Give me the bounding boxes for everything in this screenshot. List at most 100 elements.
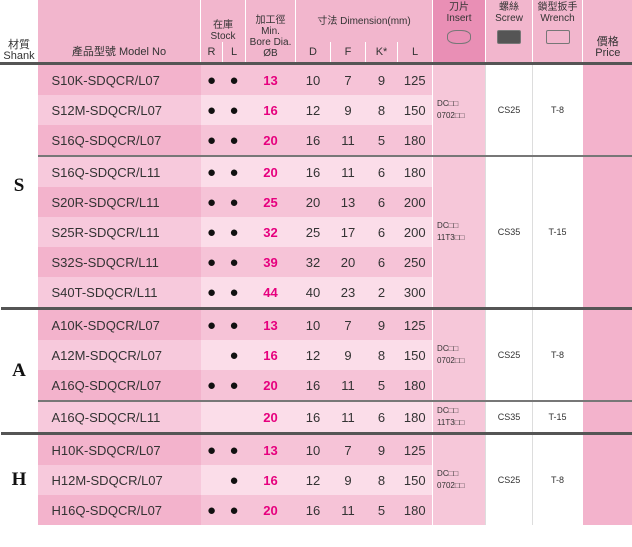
model-no: S20R-SDQCR/L11 [37,187,201,217]
wrench-icon [545,30,570,44]
bore-dia: 16 [245,95,296,125]
shank-header-text: Shank [3,50,35,62]
bore-header: 加工徑 Min. Bore Dia. ØB [245,0,296,64]
model-no: S16Q-SDQCR/L07 [37,125,201,156]
price [582,370,632,401]
price-header: 價格 Price [582,0,632,64]
stock-mark: ● [200,155,223,187]
product-row: H H10K-SDQCR/L07 ● ● 13 10 7 9 125 DC□□ 0702□□ CS25… [0,432,632,525]
product-row: S16Q-SDQCR/L11 ● ● 20 16 11 6 180 DC□□ 11T3□□ CS35… [1,155,632,309]
insert-text: DC□□ [437,406,459,415]
stock-mark: ● [222,187,246,217]
dim-col-header: L [397,42,433,64]
stock-mark: ● [200,307,223,340]
dim-col-header: D [295,42,331,64]
price-header-text: 價格 [596,36,619,48]
dimension: 150 [397,465,433,495]
dimension: 7 [330,432,366,465]
dimension: 9 [330,340,366,370]
model-no: S12M-SDQCR/L07 [37,95,201,125]
stock-mark: ● [222,370,246,401]
dimension: 12 [295,340,331,370]
insert-text: 0702□□ [437,481,465,490]
product-row: S12M-SDQCR/L07 ● ● 16 12 9 8 150 [1,95,632,125]
product-row: H12M-SDQCR/L07 ● 16 12 9 8 150 [1,465,632,495]
model-no: S25R-SDQCR/L11 [37,217,201,247]
dimension: 7 [330,62,366,95]
bore-dia: 32 [245,217,296,247]
stock-mark [200,465,223,495]
price [582,62,632,95]
dimension: 11 [330,125,366,156]
insert-text: 0702□□ [437,111,465,120]
dimension: 125 [397,432,433,465]
price [582,432,632,465]
stock-mark: ● [200,125,223,156]
insert: DC□□ 0702□□ [432,432,486,525]
dimension: 16 [295,400,331,434]
shank-header-text: 材質 [8,39,30,51]
insert: DC□□ 0702□□ [432,62,486,156]
price [582,155,632,187]
insert-text: DC□□ [437,221,459,230]
bore-dia: 16 [245,340,296,370]
insert-text: 11T3□□ [437,418,465,427]
dimension: 9 [365,432,398,465]
stock-mark [222,400,246,434]
dimension: 150 [397,95,433,125]
dimension: 17 [330,217,366,247]
bore-header-text: 加工徑 [255,15,286,26]
dimension: 16 [295,370,331,401]
product-row: A A10K-SDQCR/L07 ● ● 13 10 7 9 125 DC□□ 0702□□ CS25… [0,307,632,434]
dimension: 32 [295,247,331,277]
model-no: A16Q-SDQCR/L11 [37,400,201,434]
insert-text: DC□□ [437,99,459,108]
product-row: S S10K-SDQCR/L07 ● ● 13 10 7 9 125 DC□□ 0702□□ CS25… [0,62,632,309]
stock-mark: ● [200,277,223,309]
product-row: A16Q-SDQCR/L11 20 16 11 6 180 DC□□ 11T3□□ CS35 T-… [1,400,632,434]
stock-mark: ● [200,217,223,247]
shank-label: A [0,307,38,434]
stock-mark: ● [222,125,246,156]
dimension: 9 [365,307,398,340]
insert-text: 0702□□ [437,356,465,365]
dimension: 10 [295,432,331,465]
price [582,217,632,247]
dimension: 20 [330,247,366,277]
stock-col-header: L [221,42,246,64]
product-row: H16Q-SDQCR/L07 ● ● 20 16 11 5 180 [1,495,632,525]
screw: CS25 [485,62,533,156]
stock-mark: ● [222,247,246,277]
model-no: H10K-SDQCR/L07 [37,432,201,465]
dimension: 150 [397,340,433,370]
insert-text: DC□□ [437,344,459,353]
model-no: A10K-SDQCR/L07 [37,307,201,340]
dimension: 5 [365,125,398,156]
dimension: 250 [397,247,433,277]
dimension: 20 [295,187,331,217]
dimension: 180 [397,495,433,525]
dimension: 180 [397,155,433,187]
dim-col-header: F [330,42,366,64]
stock-mark: ● [222,62,246,95]
screw-icon [497,30,522,44]
model-no: A16Q-SDQCR/L07 [37,370,201,401]
product-row: S40T-SDQCR/L11 ● ● 44 40 23 2 300 [1,277,632,309]
dimension-header: 寸法 Dimension(mm) [295,0,433,42]
shank-label: H [0,432,38,525]
bore-dia: 20 [245,400,296,434]
insert: DC□□ 0702□□ [432,307,486,401]
dimension: 16 [295,495,331,525]
stock-header-text: Stock [210,31,236,42]
wrench: T-8 [532,432,583,525]
stock-mark: ● [222,495,246,525]
dimension: 11 [330,370,366,401]
dimension: 7 [330,307,366,340]
header-row: 材質 Shank 產品型號 Model No 在庫 Stock 加工徑 Min. Bore D… [0,0,632,64]
price [582,307,632,340]
price [582,187,632,217]
stock-mark: ● [222,465,246,495]
stock-mark [200,340,223,370]
dimension: 5 [365,495,398,525]
shank-header: 材質 Shank [0,0,38,64]
